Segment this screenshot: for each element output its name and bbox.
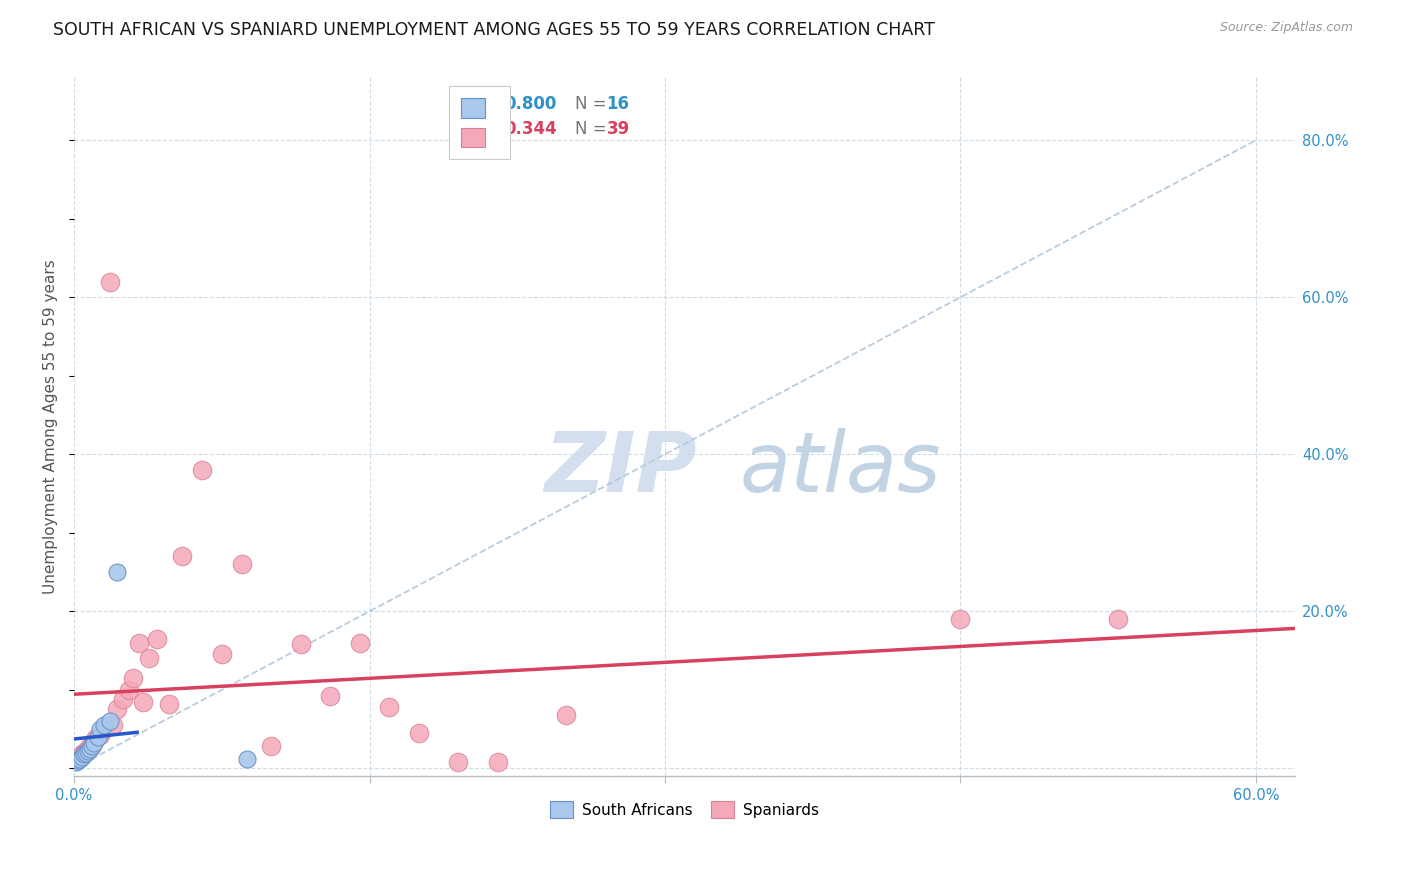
Point	[73, 746, 96, 760]
Point	[122, 671, 145, 685]
Point	[157, 697, 180, 711]
Point	[77, 741, 100, 756]
Point	[378, 700, 401, 714]
Point	[69, 749, 91, 764]
Point	[555, 707, 578, 722]
Point	[66, 752, 89, 766]
Point	[89, 722, 111, 736]
Point	[65, 754, 87, 768]
Point	[98, 714, 121, 729]
Point	[146, 632, 169, 646]
Point	[132, 695, 155, 709]
Point	[486, 755, 509, 769]
Point	[236, 752, 259, 766]
Point	[79, 741, 101, 756]
Point	[319, 689, 342, 703]
Point	[80, 739, 103, 754]
Text: R =: R =	[471, 120, 508, 138]
Point	[80, 738, 103, 752]
Text: Source: ZipAtlas.com: Source: ZipAtlas.com	[1219, 21, 1353, 35]
Point	[87, 730, 110, 744]
Point	[77, 744, 100, 758]
Point	[107, 565, 129, 579]
Point	[75, 744, 97, 758]
Point	[65, 755, 87, 769]
Point	[89, 728, 111, 742]
Point	[93, 718, 115, 732]
Point	[172, 549, 194, 564]
Point	[107, 702, 129, 716]
Text: SOUTH AFRICAN VS SPANIARD UNEMPLOYMENT AMONG AGES 55 TO 59 YEARS CORRELATION CHA: SOUTH AFRICAN VS SPANIARD UNEMPLOYMENT A…	[53, 21, 935, 39]
Text: 0.344: 0.344	[503, 120, 557, 138]
Point	[128, 636, 150, 650]
Legend: South Africans, Spaniards: South Africans, Spaniards	[544, 795, 825, 824]
Point	[83, 736, 105, 750]
Text: atlas: atlas	[740, 428, 941, 509]
Point	[75, 746, 97, 760]
Point	[70, 747, 93, 762]
Point	[73, 747, 96, 762]
Point	[191, 463, 214, 477]
Point	[69, 752, 91, 766]
Point	[83, 734, 105, 748]
Point	[447, 755, 470, 769]
Point	[211, 648, 233, 662]
Point	[103, 718, 125, 732]
Point	[260, 739, 283, 754]
Point	[231, 558, 253, 572]
Point	[79, 739, 101, 754]
Text: 16: 16	[606, 95, 630, 113]
Point	[66, 754, 89, 768]
Point	[949, 612, 972, 626]
Text: 39: 39	[606, 120, 630, 138]
Point	[93, 722, 115, 736]
Text: N =: N =	[575, 95, 612, 113]
Point	[112, 692, 135, 706]
Text: ZIP: ZIP	[544, 428, 697, 509]
Point	[98, 275, 121, 289]
Point	[138, 651, 160, 665]
Text: 0.800: 0.800	[503, 95, 557, 113]
Text: N =: N =	[575, 120, 612, 138]
Point	[70, 749, 93, 764]
Point	[84, 731, 107, 746]
Point	[408, 726, 430, 740]
Point	[349, 636, 371, 650]
Point	[1107, 612, 1129, 626]
Text: R =: R =	[471, 95, 508, 113]
Point	[290, 637, 312, 651]
Point	[118, 682, 141, 697]
Y-axis label: Unemployment Among Ages 55 to 59 years: Unemployment Among Ages 55 to 59 years	[44, 260, 58, 594]
